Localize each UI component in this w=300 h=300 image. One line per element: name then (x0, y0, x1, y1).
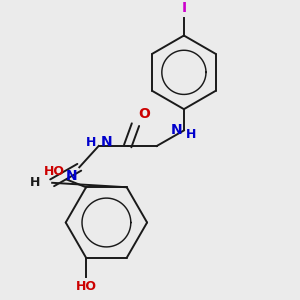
Text: HO: HO (76, 280, 97, 293)
Text: H: H (86, 136, 97, 148)
Text: O: O (138, 107, 150, 121)
Text: I: I (181, 1, 187, 15)
Text: HO: HO (44, 165, 65, 178)
Text: H: H (30, 176, 40, 189)
Text: N: N (170, 124, 182, 137)
Text: N: N (100, 135, 112, 149)
Text: H: H (186, 128, 196, 141)
Text: N: N (66, 169, 77, 183)
